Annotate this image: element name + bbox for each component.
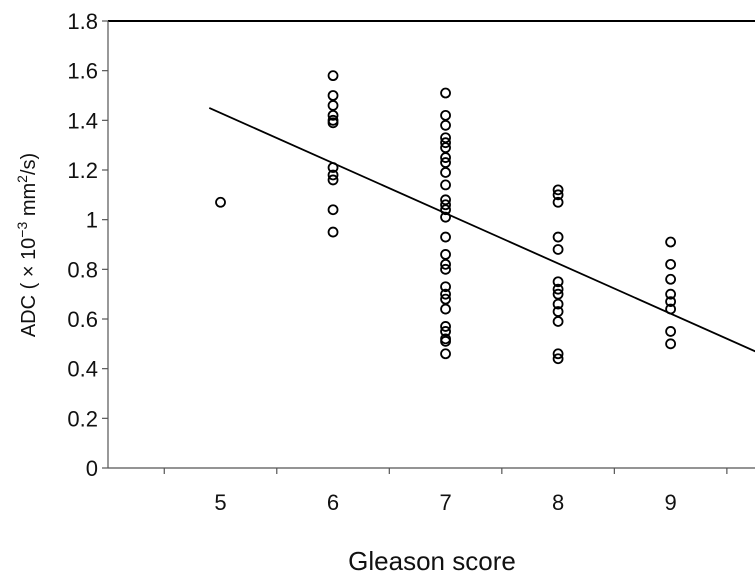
y-axis-title-exponent-1: −3 [14, 222, 30, 238]
data-point [440, 87, 451, 99]
data-point [552, 244, 564, 255]
data-point [440, 293, 451, 305]
data-point [552, 184, 564, 196]
plot-frame [107, 20, 755, 469]
data-point [552, 276, 564, 288]
data-point [665, 236, 677, 248]
data-point [440, 194, 451, 206]
data-point [327, 174, 339, 186]
y-tick-label: 0 [86, 456, 98, 481]
data-point [440, 167, 451, 178]
y-axis-title: ADC ( × 10−3 mm2/s) [14, 153, 40, 337]
data-point [327, 109, 339, 121]
data-point [440, 157, 451, 168]
y-tick-label: 0.8 [67, 257, 98, 282]
data-point [327, 204, 339, 216]
data-point [552, 316, 564, 327]
data-point [440, 132, 451, 144]
y-tick-label: 1.6 [67, 59, 98, 84]
data-point [440, 249, 451, 260]
data-point [440, 119, 451, 131]
data-point [552, 353, 564, 365]
data-point [215, 196, 226, 208]
data-point [440, 348, 451, 360]
x-tick-label: 9 [664, 490, 676, 515]
data-point [552, 231, 564, 243]
data-point [552, 283, 564, 295]
data-point [552, 196, 564, 208]
y-axis-title-suffix: /s) [18, 153, 40, 175]
x-tick-label: 7 [439, 490, 451, 515]
data-point [552, 298, 564, 310]
data-point [440, 204, 451, 216]
data-point [440, 335, 451, 347]
data-point [440, 142, 451, 154]
data-point [327, 100, 339, 111]
data-point [440, 152, 451, 163]
x-axis-ticks: 5 6 7 8 9 [163, 468, 728, 515]
y-tick-label: 1 [86, 208, 98, 233]
y-axis-ticks: 0 0.2 0.4 0.6 0.8 1 1.2 1.4 1.6 1.8 [67, 9, 108, 481]
y-axis-title-mid: mm [18, 183, 40, 222]
data-point [327, 90, 339, 101]
data-point [665, 288, 677, 300]
x-tick-label: 8 [552, 490, 564, 515]
data-point [665, 326, 677, 337]
y-tick-label: 0.6 [67, 307, 98, 332]
data-point [440, 211, 451, 223]
data-point [440, 199, 451, 211]
y-tick-label: 0.2 [67, 406, 98, 431]
data-point [665, 338, 677, 350]
data-point [327, 70, 339, 82]
data-point [552, 348, 564, 360]
data-point [665, 296, 677, 308]
x-axis-title: Gleason score [348, 546, 516, 576]
y-tick-label: 1.2 [67, 158, 98, 183]
data-point [440, 231, 451, 243]
data-point [440, 326, 451, 337]
data-point [440, 263, 451, 275]
data-point [440, 281, 451, 293]
data-point [327, 162, 339, 173]
data-points [215, 70, 677, 365]
data-point [440, 137, 451, 149]
y-axis-title-exponent-2: 2 [14, 175, 30, 183]
y-axis-title-prefix: ADC ( × 10 [18, 238, 40, 337]
data-point [665, 258, 677, 270]
data-point [665, 273, 677, 285]
data-point [665, 303, 677, 315]
data-point [440, 288, 451, 300]
data-point [552, 306, 564, 317]
data-point [327, 226, 339, 238]
x-tick-label: 5 [214, 490, 226, 515]
y-tick-label: 0.4 [67, 357, 98, 382]
data-point [440, 258, 451, 270]
data-point [327, 169, 339, 181]
y-tick-label: 1.4 [67, 108, 98, 133]
data-point [440, 179, 451, 191]
x-tick-label: 6 [327, 490, 339, 515]
data-point [440, 109, 451, 121]
data-point [440, 303, 451, 315]
y-tick-label: 1.8 [67, 9, 98, 34]
data-point [552, 189, 564, 201]
data-point [552, 288, 564, 300]
data-point [327, 117, 339, 129]
data-point [440, 321, 451, 332]
